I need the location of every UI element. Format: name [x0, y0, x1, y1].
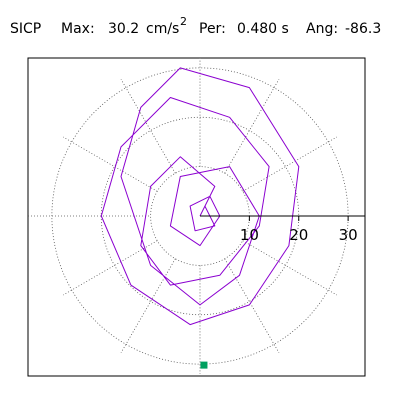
grid-spoke-150 [62, 136, 158, 192]
header: SICP Max: 30.2 cm/s 2 Per: 0.480 s Ang: … [10, 15, 381, 37]
period-label: Per: [199, 21, 226, 37]
unit-label: cm/s [146, 21, 179, 37]
marker-layer [200, 361, 208, 369]
max-value: 30.2 [108, 21, 139, 37]
max-marker [200, 361, 208, 369]
grid-spoke-120 [120, 78, 176, 174]
grid-spoke-210 [62, 240, 158, 296]
radial-axis: 10 20 30 [200, 215, 365, 244]
radial-tick-label-20: 20 [289, 226, 308, 244]
angle-value: -86.3 [345, 21, 381, 37]
unit-exponent: 2 [180, 15, 187, 28]
period-value: 0.480 s [237, 21, 289, 37]
grid-spoke-300 [224, 258, 280, 354]
grid-spoke-30 [242, 136, 338, 192]
grid-spoke-330 [242, 240, 338, 296]
plot-frame [27, 57, 366, 377]
trace-line-0 [100, 67, 300, 326]
max-label: Max: [61, 21, 95, 37]
radial-tick-label-30: 30 [339, 226, 358, 244]
trace-layer [100, 67, 300, 326]
angle-label: Ang: [306, 21, 338, 37]
station-code: SICP [10, 21, 41, 37]
grid-spoke-240 [120, 258, 176, 354]
radial-tick-label-10: 10 [240, 226, 259, 244]
grid-spoke-60 [224, 78, 280, 174]
